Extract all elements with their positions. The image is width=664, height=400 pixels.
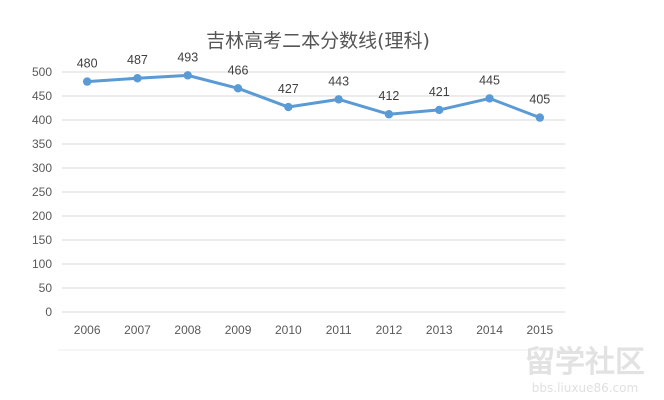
- x-tick-label: 2013: [426, 323, 453, 337]
- data-point: [435, 105, 444, 115]
- y-tick-label: 50: [39, 281, 53, 295]
- data-point: [384, 110, 394, 119]
- x-tick-label: 2009: [225, 323, 252, 337]
- data-point: [233, 84, 243, 93]
- x-tick-label: 2011: [326, 323, 352, 337]
- y-tick-label: 300: [32, 161, 52, 175]
- y-tick-label: 400: [32, 113, 52, 127]
- x-tick-label: 2010: [275, 323, 302, 337]
- data-point: [284, 102, 293, 112]
- y-tick-label: 0: [45, 305, 52, 319]
- x-axis-tick-labels: 2006 2007 2008 2009 2010 2011 2012 2013 2014 2015: [74, 323, 554, 337]
- watermark: 留学社区 bbs.liuxue86.com: [525, 345, 645, 395]
- data-label: 487: [127, 53, 148, 67]
- data-labels: 480 487 493 466 427 443 412 421 445 405: [77, 50, 551, 106]
- data-label: 443: [328, 74, 349, 88]
- data-point: [82, 77, 92, 86]
- chart-title: 吉林高考二本分数线(理科): [206, 30, 430, 52]
- x-tick-label: 2007: [124, 323, 151, 337]
- y-tick-label: 200: [32, 209, 52, 223]
- data-point: [183, 71, 192, 80]
- series-line-path: [85, 73, 542, 120]
- data-label: 421: [429, 85, 450, 99]
- watermark-url: bbs.liuxue86.com: [532, 381, 638, 395]
- data-label: 480: [77, 57, 98, 71]
- series-points: [82, 71, 545, 122]
- x-tick-label: 2014: [476, 323, 503, 337]
- x-tick-label: 2012: [376, 323, 403, 337]
- y-tick-label: 150: [32, 233, 52, 247]
- watermark-logo-text: 留学社区: [525, 345, 645, 380]
- x-tick-label: 2006: [74, 323, 101, 337]
- data-point: [535, 113, 545, 122]
- data-label: 493: [177, 50, 198, 64]
- x-tick-label: 2008: [174, 323, 201, 337]
- x-tick-label: 2015: [526, 323, 553, 337]
- y-tick-label: 350: [32, 137, 52, 151]
- data-point: [334, 95, 343, 104]
- data-label: 405: [529, 93, 550, 107]
- data-point: [133, 74, 142, 83]
- data-point: [485, 94, 494, 103]
- y-tick-label: 450: [32, 89, 52, 103]
- data-label: 412: [379, 89, 400, 103]
- y-tick-label: 100: [32, 257, 52, 271]
- data-label: 466: [228, 63, 249, 77]
- gridlines: [62, 71, 565, 313]
- data-label: 427: [278, 82, 299, 96]
- series-line: [85, 73, 542, 120]
- y-tick-label: 250: [32, 185, 52, 199]
- data-label: 445: [479, 73, 500, 87]
- y-tick-label: 500: [32, 65, 52, 79]
